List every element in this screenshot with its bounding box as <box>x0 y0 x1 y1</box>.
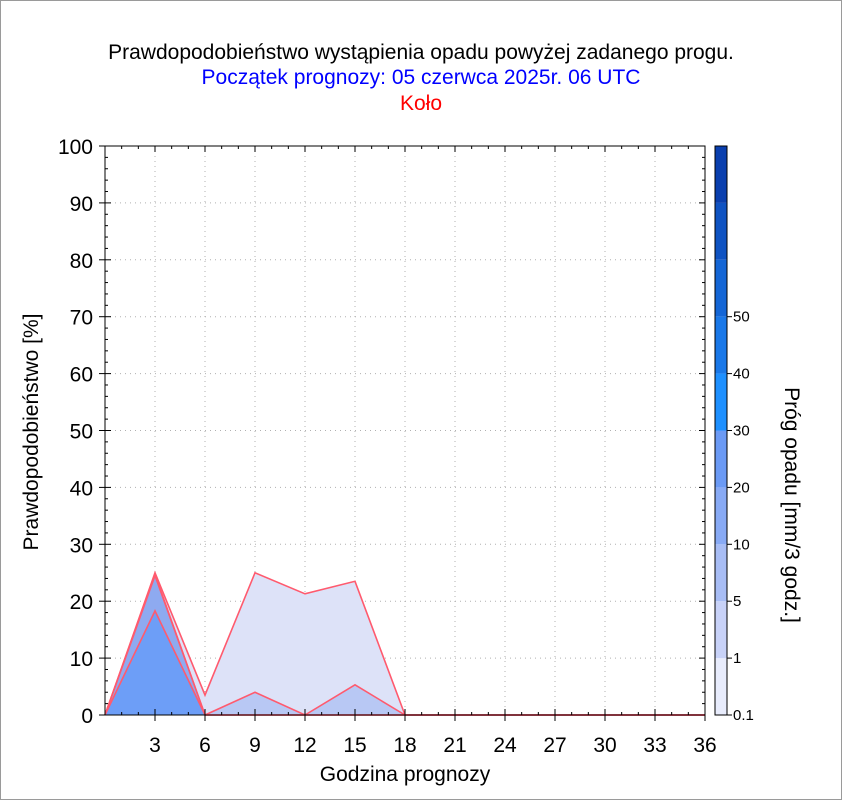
colorbar-segment <box>715 658 727 715</box>
grid <box>105 146 705 715</box>
x-tick-label: 30 <box>593 734 616 757</box>
area-threshold-0.1 <box>105 572 705 715</box>
y-tick-label: 100 <box>58 136 93 159</box>
colorbar-label: 50 <box>733 309 750 326</box>
colorbar-label: 40 <box>733 366 750 383</box>
x-tick-label: 36 <box>693 734 716 757</box>
x-tick-label: 33 <box>643 734 666 757</box>
y-tick-label: 40 <box>70 477 93 500</box>
colorbar-label: 1 <box>733 650 741 667</box>
series-areas <box>104 570 705 717</box>
colorbar-segment <box>715 146 727 203</box>
colorbar-label: 10 <box>733 536 750 553</box>
colorbar-segment <box>715 202 727 260</box>
x-tick-label: 9 <box>249 734 261 757</box>
colorbar-segment <box>715 316 727 374</box>
x-tick-label: 27 <box>543 734 566 757</box>
colorbar-label: 5 <box>733 593 741 610</box>
colorbar-segment <box>715 544 727 602</box>
x-tick-label: 18 <box>393 734 416 757</box>
y-tick-label: 50 <box>70 421 93 444</box>
y-tick-label: 0 <box>81 705 93 728</box>
colorbar-segment <box>715 430 727 488</box>
x-tick-label: 24 <box>493 734 517 757</box>
colorbar-label: 20 <box>733 479 750 496</box>
y-tick-label: 10 <box>70 648 93 671</box>
y-tick-label: 70 <box>70 307 93 330</box>
y-tick-label: 30 <box>70 534 93 557</box>
x-tick-label: 12 <box>293 734 316 757</box>
forecast-start-subtitle: Początek prognozy: 05 czerwca 2025r. 06 … <box>201 66 641 89</box>
y-tick-label: 60 <box>70 364 93 387</box>
y-tick-label: 20 <box>70 591 93 614</box>
colorbar-title: Próg opadu [mm/3 godz.] <box>780 387 803 623</box>
chart-title: Prawdopodobieństwo wystąpienia opadu pow… <box>108 41 734 64</box>
colorbar-segment <box>715 601 727 659</box>
location-name: Koło <box>399 92 443 115</box>
y-tick-label: 80 <box>70 250 93 273</box>
colorbar-label: 0.1 <box>733 707 754 724</box>
x-tick-label: 3 <box>149 734 161 757</box>
area-threshold-10 <box>105 610 705 715</box>
x-tick-label: 15 <box>343 734 366 757</box>
colorbar: 0.1 1 5 10 20 30 40 50 <box>714 145 754 724</box>
colorbar-segment <box>715 487 727 545</box>
y-tick-label: 90 <box>70 193 93 216</box>
x-axis-title: Godzina prognozy <box>320 763 491 786</box>
colorbar-segment <box>715 259 727 317</box>
y-axis-title: Prawdopodobieństwo [%] <box>20 314 43 551</box>
colorbar-segment <box>715 373 727 431</box>
x-tick-label: 6 <box>199 734 211 757</box>
x-tick-label: 21 <box>443 734 466 757</box>
colorbar-label: 30 <box>733 423 750 440</box>
